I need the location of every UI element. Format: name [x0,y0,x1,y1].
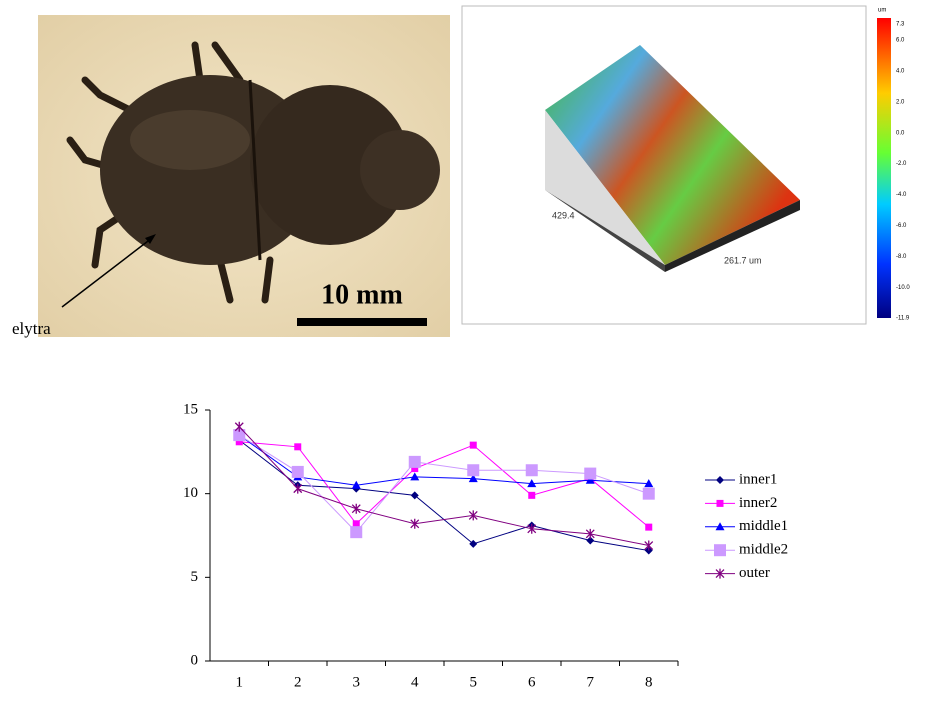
data-point [584,468,596,480]
legend-label: outer [739,565,770,581]
colorbar-unit: um [878,8,886,14]
colorbar-label: -10.0 [896,285,910,291]
data-point [645,524,652,531]
y-tick-label: 5 [191,569,199,585]
colorbar-label: -11.9 [896,316,910,322]
data-point [470,442,477,449]
legend-label: inner2 [739,495,777,511]
legend-marker [716,476,724,484]
x-tick-label: 3 [353,674,361,690]
data-point [467,464,479,476]
legend-marker [717,500,724,507]
data-point [409,456,421,468]
figure: 10 mm elytra 429.4 261.7 um um 7.3 6.0 4.0… [0,0,925,702]
legend-marker [714,544,726,556]
y-tick-label: 10 [183,485,198,501]
x-tick-label: 7 [587,674,595,690]
data-point [235,422,243,432]
colorbar-label: 0.0 [896,130,905,136]
legend-label: middle2 [739,542,788,558]
data-point [643,488,655,500]
beetle-photo: 10 mm elytra [12,15,450,338]
colorbar-label: -4.0 [896,192,907,198]
colorbar-label: 7.3 [896,22,905,28]
x-tick-label: 4 [411,674,419,690]
legend-label: middle1 [739,518,788,534]
x-tick-label: 6 [528,674,536,690]
colorbar-label: -6.0 [896,223,907,229]
data-point [352,504,360,514]
x-tick-label: 1 [236,674,244,690]
dimension-label: 429.4 [552,210,575,220]
data-point [294,443,301,450]
data-point [526,464,538,476]
data-point [410,472,419,480]
colorbar-label: 4.0 [896,68,905,74]
colorbar-label: -2.0 [896,161,907,167]
surface-plot: 429.4 261.7 um um [462,6,891,324]
colorbar-label: 6.0 [896,38,905,44]
y-tick-label: 15 [183,401,198,417]
elytra-label: elytra [12,319,51,338]
data-point [645,541,653,551]
data-point [528,492,535,499]
x-tick-label: 2 [294,674,302,690]
scale-bar-label: 10 mm [321,279,403,310]
y-tick-label: 0 [191,652,199,668]
x-tick-label: 8 [645,674,653,690]
dimension-label: 261.7 um [724,255,762,265]
colorbar-label: -8.0 [896,254,907,260]
data-point [350,526,362,538]
data-point [294,484,302,494]
x-tick-label: 5 [470,674,478,690]
data-point [292,466,304,478]
legend-label: inner1 [739,471,777,487]
colorbar-label: 2.0 [896,99,905,105]
